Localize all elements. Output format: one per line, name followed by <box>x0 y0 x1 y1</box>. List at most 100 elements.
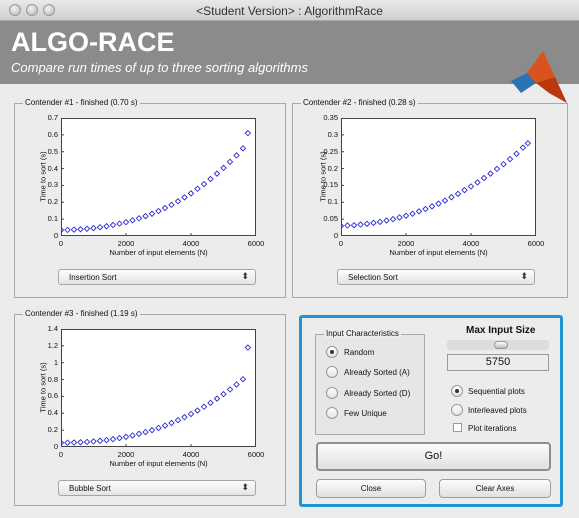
data-point <box>142 428 149 436</box>
data-point <box>402 212 410 220</box>
y-tick-label: 0.1 <box>47 214 58 224</box>
data-point <box>116 434 123 442</box>
y-tick-label: 1 <box>53 357 58 367</box>
data-point <box>187 410 195 418</box>
data-point <box>435 200 442 207</box>
data-point <box>493 165 501 173</box>
contender-2-algorithm-select[interactable]: Selection Sort ⬍ <box>337 269 535 285</box>
data-point <box>389 215 397 223</box>
radio-sorted-desc-label: Already Sorted (D) <box>344 389 411 398</box>
radio-sequential-plots[interactable] <box>451 385 463 397</box>
plot-iterations-label: Plot iterations <box>468 424 517 433</box>
y-tick-label: 0.2 <box>327 163 338 173</box>
radio-few-unique[interactable] <box>326 407 338 419</box>
go-button[interactable]: Go! <box>316 442 551 471</box>
data-point <box>122 433 130 441</box>
data-point <box>500 160 507 168</box>
data-point <box>70 226 78 233</box>
radio-random-label: Random <box>344 348 375 357</box>
max-input-slider[interactable] <box>447 340 549 350</box>
y-tick-label: 0.6 <box>47 391 58 401</box>
data-point <box>109 435 117 443</box>
contender-2-panel: Contender #2 - finished (0.28 s) 0 2000 40… <box>292 98 568 298</box>
data-point <box>181 413 188 421</box>
y-tick-label: 0 <box>53 442 58 451</box>
app-subtitle: Compare run times of up to three sorting… <box>11 60 308 75</box>
contender-2-algorithm-value: Selection Sort <box>348 273 398 282</box>
data-point <box>83 438 91 446</box>
close-button[interactable]: Close <box>316 479 426 498</box>
close-window-icon[interactable] <box>9 4 21 16</box>
data-point <box>244 129 252 137</box>
data-point <box>174 416 182 424</box>
radio-random[interactable] <box>326 346 338 358</box>
data-point <box>70 439 78 446</box>
y-tick-label: 0.2 <box>47 197 58 207</box>
radio-interleaved-label: Interleaved plots <box>468 406 527 415</box>
data-point <box>344 222 351 229</box>
contender-1-plot: 0 2000 4000 6000 0 0.1 0.2 0.3 0.4 0.5 0.6 0.7 Numbe… <box>39 113 265 257</box>
radio-sorted-asc-label: Already Sorted (A) <box>344 368 410 377</box>
input-characteristics-group: Input Characteristics Random Already Sor… <box>315 329 425 435</box>
minimize-window-icon[interactable] <box>26 4 38 16</box>
data-point <box>83 225 91 232</box>
contender-3-panel: Contender #3 - finished (1.19 s) 0 2000 40… <box>14 309 286 506</box>
data-point <box>148 426 156 434</box>
data-point <box>239 145 247 152</box>
data-point <box>396 214 403 221</box>
matlab-logo-icon <box>511 51 567 103</box>
x-tick-label: 2000 <box>397 239 415 248</box>
y-axis-label: Time to sort (s) <box>38 362 48 413</box>
radio-interleaved-plots[interactable] <box>451 404 463 416</box>
max-input-value-field[interactable]: 5750 <box>447 354 549 371</box>
data-point <box>428 203 436 210</box>
contender-1-algorithm-select[interactable]: Insertion Sort ⬍ <box>58 269 256 285</box>
y-tick-label: 1.2 <box>47 340 58 350</box>
x-tick-label: 4000 <box>182 239 200 248</box>
x-axis-label: Number of input elements (N) <box>389 248 488 257</box>
y-tick-label: 0.8 <box>47 374 58 384</box>
data-point <box>480 174 488 182</box>
data-point <box>129 432 136 439</box>
data-point <box>357 221 364 228</box>
slider-thumb[interactable] <box>494 341 508 349</box>
data-point <box>103 436 110 444</box>
window-title: <Student Version> : AlgorithmRace <box>196 4 383 18</box>
radio-sorted-asc[interactable] <box>326 366 338 378</box>
x-tick-label: 6000 <box>527 239 545 248</box>
data-point <box>415 208 423 215</box>
zoom-window-icon[interactable] <box>43 4 55 16</box>
data-point <box>194 407 201 414</box>
contender-3-title: Contender #3 - finished (1.19 s) <box>23 309 140 318</box>
data-point <box>142 212 149 220</box>
x-axis-label: Number of input elements (N) <box>109 459 208 468</box>
plot-iterations-checkbox[interactable] <box>453 423 462 432</box>
data-point <box>220 164 227 172</box>
y-tick-label: 0.1 <box>327 197 338 207</box>
contender-1-algorithm-value: Insertion Sort <box>69 273 117 282</box>
data-point <box>116 220 123 227</box>
data-point <box>370 219 377 227</box>
data-point <box>122 218 130 226</box>
data-point <box>135 215 143 222</box>
plot-frame <box>341 118 536 236</box>
data-point <box>441 197 449 204</box>
data-point <box>226 386 234 393</box>
data-point <box>226 158 234 166</box>
input-group-title: Input Characteristics <box>324 329 401 338</box>
x-tick-label: 2000 <box>117 450 135 459</box>
contender-1-chart <box>57 118 256 236</box>
data-point <box>244 344 252 351</box>
data-point <box>77 226 84 233</box>
contender-2-title: Contender #2 - finished (0.28 s) <box>301 98 418 107</box>
y-axis-label: Time to sort (s) <box>318 151 328 202</box>
data-point <box>461 186 468 194</box>
data-point <box>363 220 371 228</box>
contender-3-algorithm-select[interactable]: Bubble Sort ⬍ <box>58 480 256 496</box>
radio-sorted-desc[interactable] <box>326 387 338 399</box>
data-point <box>135 430 143 438</box>
data-point <box>376 218 384 226</box>
clear-axes-button[interactable]: Clear Axes <box>439 479 551 498</box>
data-point <box>207 175 214 183</box>
y-tick-label: 0.3 <box>47 180 58 190</box>
